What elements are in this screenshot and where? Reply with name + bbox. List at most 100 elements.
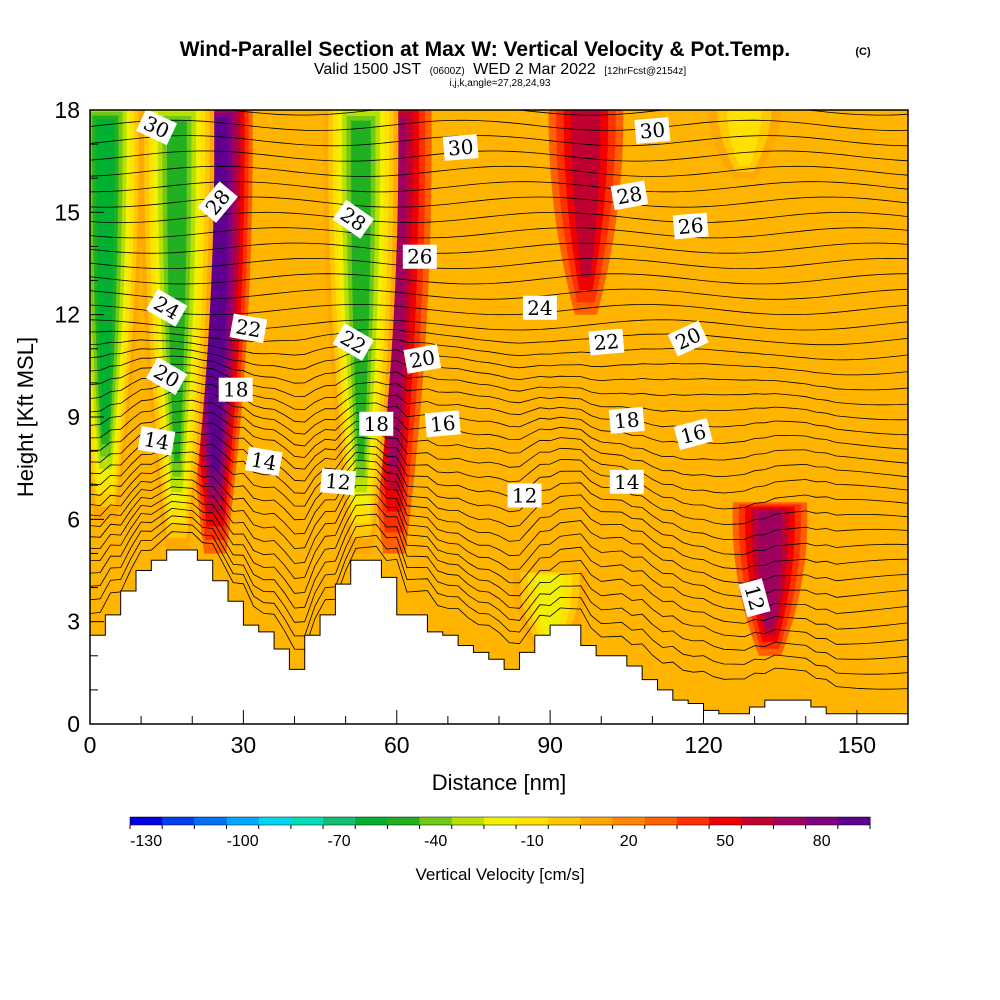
colorbar-tick-label: -40 [424,833,447,850]
isentrope-line [90,338,908,361]
contour-label: 16 [673,418,713,451]
colorbar-swatch [773,817,807,825]
isentrope-line [90,211,908,224]
colorbar-swatch [644,817,678,825]
isentrope-line [90,399,908,464]
colorbar-swatch [580,817,614,825]
x-tick-label: 150 [838,732,876,758]
y-tick-label: 18 [54,97,80,123]
colorbar-swatch [805,817,839,825]
contour-label-text: 24 [527,296,552,320]
contour-label: 28 [610,180,649,211]
contour-label-text: 22 [593,329,620,355]
chart-title: Wind-Parallel Section at Max W: Vertical… [180,38,791,61]
isentrope-line [90,467,908,570]
contour-label: 18 [359,411,394,436]
isentrope-line [90,328,908,346]
contour-label-box [738,578,771,618]
contour-label: 18 [218,377,253,402]
contour-label-box [332,323,375,361]
contour-label: 18 [608,406,645,434]
contour-label: 22 [229,313,268,344]
contour-label: 26 [672,212,709,240]
isentrope-line [90,420,908,494]
colorbar-tick-label: 50 [716,833,734,850]
x-tick-label: 0 [84,732,97,758]
colorbar-swatch [194,817,228,825]
contour-label: 22 [588,328,625,356]
colorbar-swatch [837,817,871,825]
contour-label-box [634,117,671,144]
colorbar-tick-label: -10 [521,833,544,850]
contour-label: 26 [402,244,437,269]
contour-label-box [136,110,177,146]
contour-label-text: 26 [677,213,704,239]
contour-label-text: 18 [364,412,389,436]
x-tick-label: 90 [537,732,563,758]
colorbar-ticks: -130 -100 -70 -40 -10 20 50 80 [130,833,831,850]
contour-label-text: 18 [223,378,248,402]
isentrope-line [90,303,908,316]
contour-label-text: 12 [324,469,351,495]
contour-label-text: 12 [512,484,537,508]
contour-label-box [507,483,542,508]
contour-label: 30 [442,134,479,161]
contour-label-box [218,377,253,402]
contour-label-text: 26 [407,245,432,269]
contour-label-box [610,180,649,211]
contour-label-text: 14 [249,447,278,475]
colorbar-tick-label: 20 [620,833,638,850]
colorbar-swatch [548,817,581,825]
contour-label-box [244,446,283,477]
contour-label-box [522,295,557,320]
contour-label-text: 14 [142,427,171,455]
isentrope-line [90,135,908,147]
contour-label-box [442,134,479,161]
x-tick-label: 120 [684,732,722,758]
contour-label-box [608,406,645,434]
isentrope-line [90,90,908,100]
contour-label: 14 [137,426,176,456]
contour-label: 14 [244,446,283,477]
isentrope-line [90,319,908,331]
contour-label-box [402,244,437,269]
colorbar-swatch [355,817,388,825]
subtitle-date: WED 2 Mar 2022 [473,61,596,78]
isentrope-line [90,485,908,598]
y-tick-label: 6 [67,506,80,532]
contour-label: 16 [424,410,461,438]
colorbar-tick-label: -70 [328,833,351,850]
colorbar-swatch [612,817,646,825]
y-tick-label: 12 [54,302,80,328]
colorbar-title: Vertical Velocity [cm/s] [415,865,584,884]
isentrope-line [90,507,908,645]
contour-label-box [332,199,375,239]
chart-subtitle-indices: i,j,k,angle=27,28,24,93 [450,78,551,89]
contour-label-text: 20 [408,345,437,373]
colorbar [129,816,871,829]
contour-label-box [197,181,238,223]
isentrope-line [90,150,908,162]
contour-label-box [229,313,268,344]
isentrope-line [90,493,908,614]
x-axis: 0 30 60 90 120 150 [84,710,909,758]
contour-label-box [672,212,709,240]
contour-label: 12 [320,468,356,496]
chart-subtitle: Valid 1500 JST (0600Z) WED 2 Mar 2022 [1… [314,61,686,78]
isentrope-line [90,181,908,193]
contour-label-box [424,410,461,438]
x-tick-label: 60 [384,732,410,758]
isentrope-line [90,347,908,376]
contour-label-box [145,357,188,395]
y-axis-label: Height [Kft MSL] [13,337,38,497]
contour-label: 20 [403,344,442,374]
isentrope-line [90,273,908,285]
isentrope-line [90,523,908,675]
colorbar-tick-label: -100 [227,833,259,850]
isentrope-line [90,355,908,391]
subtitle-forecast: [12hrFcst@2154z] [604,66,686,77]
y-tick-label: 15 [54,199,80,225]
isentrope-line [90,119,908,131]
contour-label: 12 [507,483,542,508]
